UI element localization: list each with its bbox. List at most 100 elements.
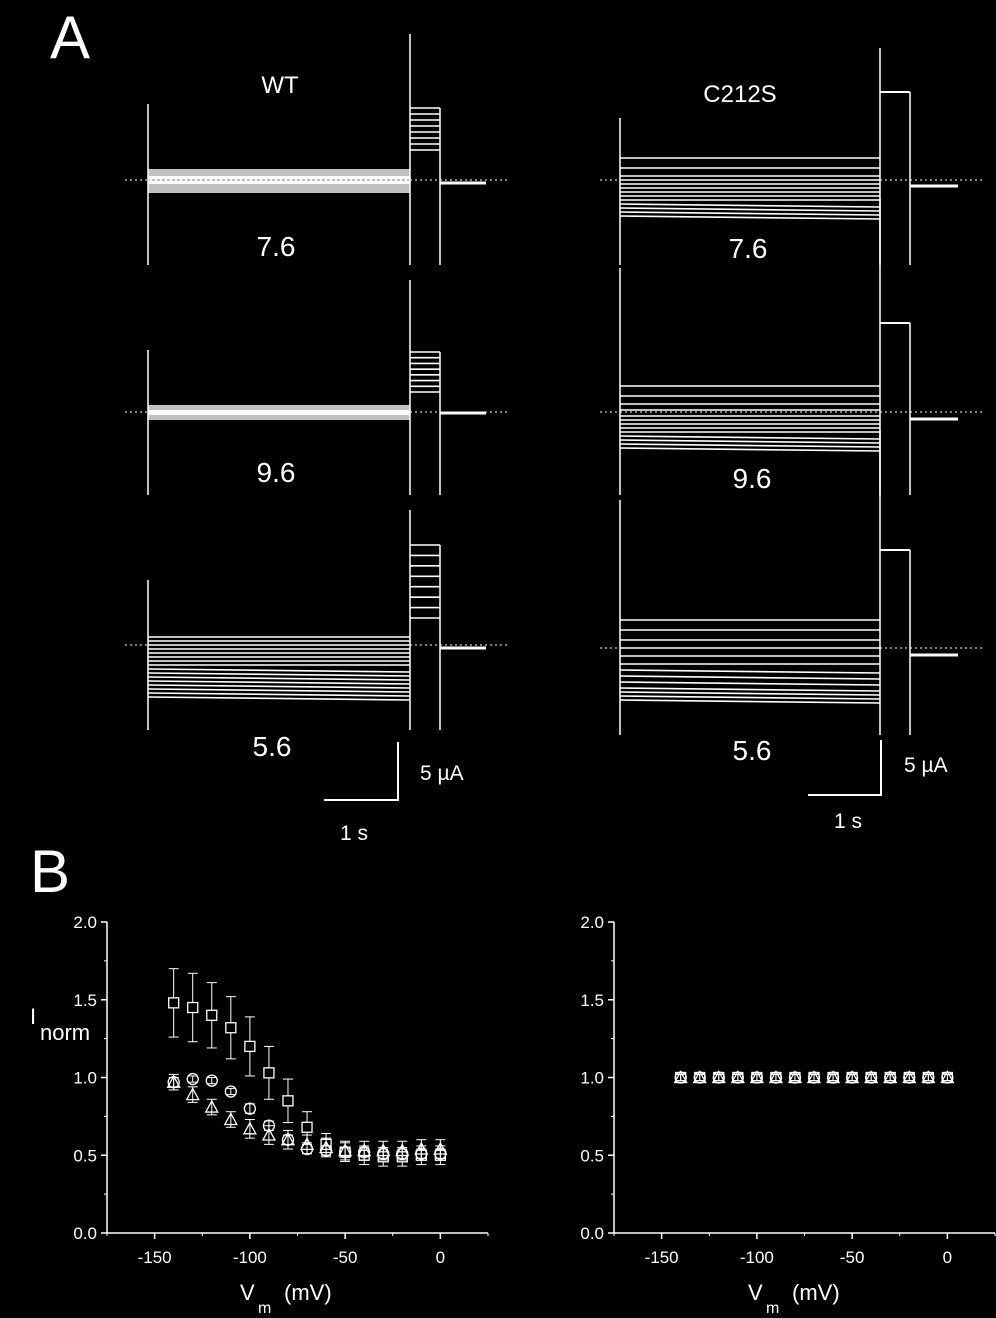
data-point	[902, 1070, 917, 1084]
data-point	[166, 1073, 181, 1091]
triangle-marker	[902, 1070, 917, 1084]
x-axis-label-unit: (mV)	[284, 1280, 332, 1305]
iv-plots: 0.0 0.5 1.0 1.5 2.0 -150 -100 -50 0 0.0 0.5 1.0 1.5 2…	[73, 913, 996, 1267]
data-point	[376, 1140, 391, 1161]
triangle-marker	[749, 1070, 764, 1084]
data-point	[186, 1072, 199, 1086]
scale-bar-current-label: 5 µA	[420, 762, 464, 785]
data-point	[224, 1085, 237, 1098]
data-point	[225, 996, 237, 1060]
series-triangle	[673, 1070, 955, 1084]
data-point	[244, 1016, 256, 1077]
data-point	[261, 1125, 277, 1145]
ph-label: 9.6	[733, 463, 772, 494]
data-point	[242, 1118, 257, 1139]
current-trace	[619, 207, 881, 212]
data-point	[395, 1140, 410, 1161]
data-point	[711, 1070, 726, 1084]
triangle-marker	[711, 1070, 726, 1084]
y-tick-label: 1.5	[580, 991, 604, 1010]
current-trace	[619, 681, 881, 686]
iv-plot-c212s: 0.0 0.5 1.0 1.5 2.0 -150 -100 -50 0	[580, 913, 996, 1267]
data-point	[357, 1140, 372, 1161]
triangle-marker	[166, 1074, 181, 1088]
col-label-c212s: C212S	[703, 81, 776, 108]
ph-label: 5.6	[253, 731, 292, 762]
data-point	[282, 1078, 294, 1124]
data-point	[806, 1070, 822, 1084]
panel-a-letter: A	[50, 4, 90, 71]
x-tick-label: 0	[436, 1248, 445, 1267]
triangle-marker	[261, 1127, 277, 1141]
circle-marker	[186, 1072, 199, 1086]
triangle-marker	[414, 1141, 429, 1155]
data-point	[168, 968, 180, 1038]
square-marker	[244, 1040, 256, 1053]
square-marker	[187, 1001, 199, 1014]
current-traces	[125, 34, 985, 735]
triangle-marker	[940, 1070, 955, 1084]
triangle-marker	[730, 1070, 745, 1084]
x-axis-label: V	[748, 1280, 763, 1305]
current-trace	[619, 675, 881, 680]
square-marker	[225, 1022, 237, 1034]
y-tick-label: 0.0	[73, 1224, 97, 1243]
current-trace	[619, 211, 881, 216]
square-marker	[168, 997, 180, 1009]
ph-label: 7.6	[729, 233, 768, 264]
triangle-marker	[692, 1070, 707, 1084]
current-trace	[619, 447, 881, 452]
y-tick-label: 0.5	[580, 1146, 604, 1165]
x-axis-label-subscript: m	[766, 1300, 779, 1317]
triangle-marker	[787, 1070, 803, 1084]
y-axis-label: I	[30, 1004, 36, 1029]
triangle-marker	[376, 1143, 391, 1157]
data-point	[768, 1070, 784, 1084]
current-trace	[619, 687, 881, 692]
triangle-marker	[845, 1070, 860, 1084]
data-point	[263, 1045, 275, 1100]
data-point	[864, 1070, 879, 1084]
current-trace	[619, 699, 881, 704]
current-trace	[619, 691, 881, 696]
series-triangle	[166, 1073, 448, 1161]
triangle-marker	[318, 1140, 334, 1154]
triangle-marker	[433, 1141, 448, 1155]
triangle-marker	[338, 1143, 353, 1157]
data-point	[299, 1134, 315, 1155]
x-tick-label: 0	[943, 1248, 952, 1267]
triangle-marker	[223, 1112, 238, 1126]
data-point	[940, 1070, 955, 1084]
x-axis-label: V	[240, 1280, 255, 1305]
current-trace	[147, 684, 411, 689]
y-tick-label: 2.0	[73, 913, 97, 932]
y-tick-label: 0.0	[580, 1224, 604, 1243]
circle-marker	[205, 1074, 218, 1087]
x-axis-label-subscript: m	[258, 1300, 271, 1317]
data-point	[787, 1070, 803, 1084]
current-trace	[147, 680, 411, 685]
y-tick-label: 0.5	[73, 1146, 97, 1165]
triangle-marker	[673, 1070, 688, 1084]
current-trace	[147, 696, 411, 701]
iv-plot-wt: 0.0 0.5 1.0 1.5 2.0 -150 -100 -50 0	[73, 913, 489, 1267]
data-point	[433, 1139, 448, 1159]
data-point	[749, 1070, 764, 1084]
triangle-marker	[185, 1087, 200, 1101]
current-trace	[619, 435, 881, 440]
scale-bar	[324, 740, 882, 801]
x-tick-label: -100	[233, 1248, 267, 1267]
data-point	[845, 1070, 860, 1084]
square-marker	[282, 1095, 294, 1107]
y-tick-label: 1.0	[73, 1069, 97, 1088]
data-point	[205, 1074, 218, 1087]
current-trace	[619, 203, 881, 208]
triangle-marker	[204, 1099, 219, 1113]
triangle-marker	[242, 1121, 257, 1135]
data-point	[825, 1070, 841, 1084]
current-trace	[147, 692, 411, 697]
y-tick-label: 1.5	[73, 991, 97, 1010]
x-tick-label: -50	[840, 1248, 865, 1267]
current-trace	[619, 695, 881, 700]
